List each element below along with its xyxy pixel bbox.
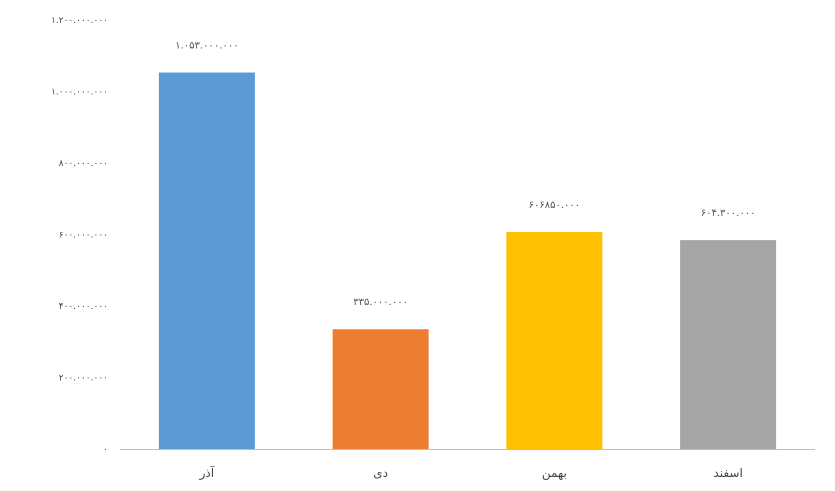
x-tick-label: آذر	[199, 465, 215, 481]
data-label: ۱.۰۵۳.۰۰۰.۰۰۰	[175, 41, 238, 52]
bar-1	[158, 72, 255, 450]
bar-3	[506, 232, 603, 449]
bar-2	[332, 329, 429, 449]
data-labels-group: ۱.۰۵۳.۰۰۰.۰۰۰ ۳۳۵.۰۰۰.۰۰۰ ۶۰۶۸۵۰.۰۰۰ ۶۰۴.۳۰…	[175, 41, 755, 309]
y-tick-label: ۱.۲۰۰.۰۰۰.۰۰۰	[51, 16, 108, 26]
y-tick-label: ۰	[103, 445, 108, 455]
data-label: ۳۳۵.۰۰۰.۰۰۰	[353, 297, 408, 308]
data-label: ۶۰۴.۳۰۰.۰۰۰	[701, 208, 756, 219]
x-tick-label: بهمن	[542, 466, 567, 481]
y-axis: ۰ ۲۰۰.۰۰۰.۰۰۰ ۴۰۰.۰۰۰.۰۰۰ ۶۰۰.۰۰۰.۰۰۰ ۸۰۰.۰۰…	[51, 16, 108, 455]
y-tick-label: ۶۰۰.۰۰۰.۰۰۰	[59, 231, 108, 241]
x-tick-label: دی	[373, 466, 388, 480]
data-label: ۶۰۶۸۵۰.۰۰۰	[529, 200, 581, 211]
x-tick-label: اسفند	[713, 466, 742, 480]
y-tick-label: ۴۰۰.۰۰۰.۰۰۰	[59, 302, 108, 312]
y-tick-label: ۲۰۰.۰۰۰.۰۰۰	[59, 374, 108, 384]
bar-4	[680, 240, 777, 449]
y-tick-label: ۸۰۰.۰۰۰.۰۰۰	[59, 159, 108, 169]
bars-group	[158, 72, 777, 450]
x-axis: آذر دی بهمن اسفند	[120, 449, 815, 481]
y-tick-label: ۱.۰۰۰.۰۰۰.۰۰۰	[51, 88, 108, 98]
